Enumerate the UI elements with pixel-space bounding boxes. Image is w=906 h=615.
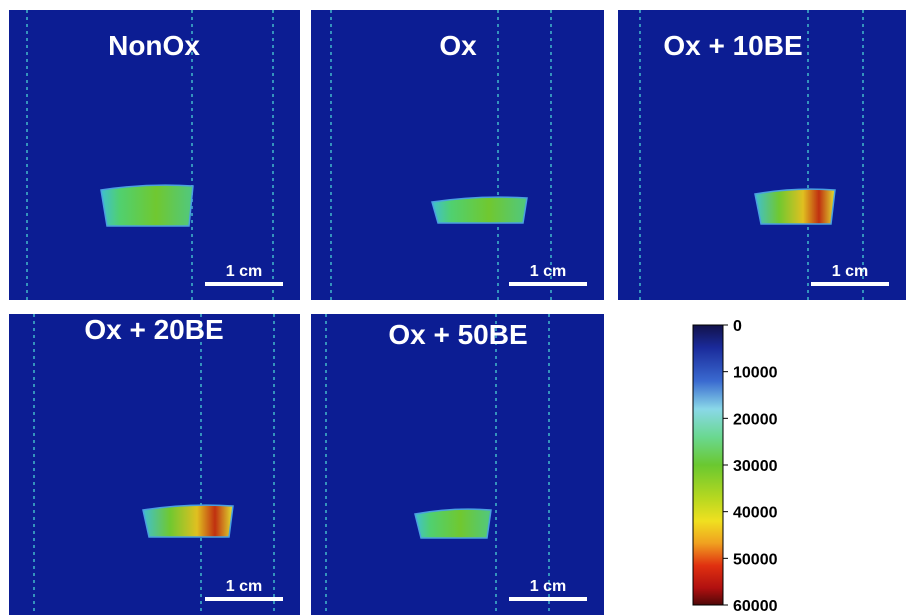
panel-title: Ox bbox=[439, 30, 477, 61]
colorbar-tick-label: 10000 bbox=[733, 365, 778, 382]
sample bbox=[432, 197, 527, 223]
colorbar bbox=[693, 325, 723, 605]
image-panel: Ox + 10BE 1 cm bbox=[618, 10, 906, 300]
scale-label: 1 cm bbox=[832, 263, 868, 280]
colorbar-tick-label: 50000 bbox=[733, 551, 778, 568]
panel-title: Ox + 50BE bbox=[388, 319, 527, 350]
sample bbox=[415, 509, 491, 538]
panel-title: Ox + 10BE bbox=[663, 30, 802, 61]
sample bbox=[143, 505, 233, 537]
panel-title: Ox + 20BE bbox=[84, 314, 223, 345]
figure-canvas: NonOx 1 cm Ox 1 cm Ox + 10BE 1 cm Ox + 20BE 1 c… bbox=[0, 0, 906, 615]
panel-background bbox=[9, 314, 300, 615]
scale-label: 1 cm bbox=[226, 263, 262, 280]
figure: NonOx 1 cm Ox 1 cm Ox + 10BE 1 cm Ox + 20BE 1 c… bbox=[0, 0, 906, 615]
panel-title: NonOx bbox=[108, 30, 200, 61]
image-panel: NonOx 1 cm bbox=[9, 10, 300, 300]
image-panel: Ox 1 cm bbox=[311, 10, 604, 300]
colorbar-tick-label: 40000 bbox=[733, 505, 778, 522]
scale-label: 1 cm bbox=[530, 263, 566, 280]
scale-label: 1 cm bbox=[530, 578, 566, 595]
colorbar-tick-label: 0 bbox=[733, 318, 742, 335]
image-panel: Ox + 50BE 1 cm bbox=[311, 314, 604, 615]
panel-background bbox=[311, 314, 604, 615]
image-panel: Ox + 20BE 1 cm bbox=[9, 314, 300, 615]
colorbar-tick-label: 30000 bbox=[733, 458, 778, 475]
scale-label: 1 cm bbox=[226, 578, 262, 595]
sample bbox=[101, 185, 193, 226]
colorbar-tick-label: 20000 bbox=[733, 411, 778, 428]
sample bbox=[755, 189, 835, 224]
colorbar-tick-label: 60000 bbox=[733, 598, 778, 615]
